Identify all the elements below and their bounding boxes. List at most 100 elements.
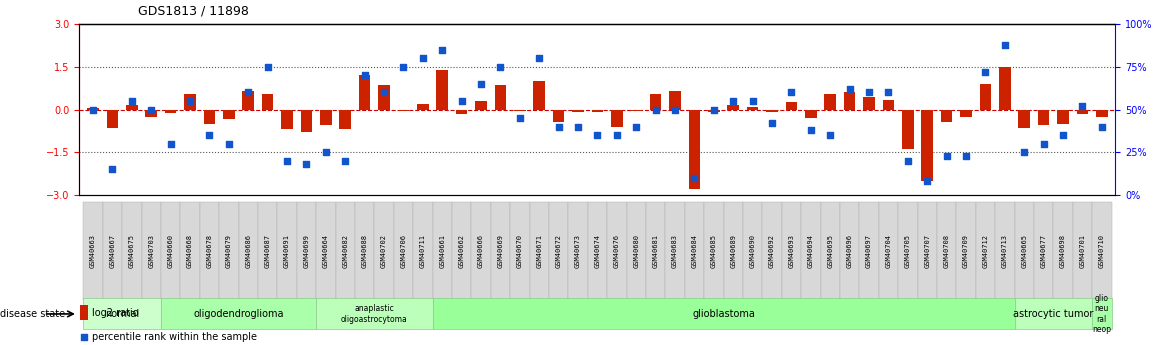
- Text: percentile rank within the sample: percentile rank within the sample: [91, 333, 257, 342]
- Text: oligodendroglioma: oligodendroglioma: [193, 309, 284, 319]
- Point: [141, 107, 160, 112]
- Bar: [397, 109, 409, 111]
- Bar: [669, 91, 681, 109]
- Bar: [340, 109, 352, 129]
- Point: [315, 191, 334, 197]
- FancyBboxPatch shape: [995, 202, 1015, 300]
- Point: [898, 158, 917, 164]
- Text: GSM40706: GSM40706: [401, 234, 406, 268]
- FancyBboxPatch shape: [297, 202, 317, 300]
- Text: GSM40673: GSM40673: [575, 234, 580, 268]
- Bar: [88, 108, 99, 109]
- Point: [1092, 124, 1111, 129]
- FancyBboxPatch shape: [549, 202, 569, 300]
- Text: disease state: disease state: [0, 309, 65, 319]
- Bar: [262, 94, 273, 109]
- Text: GSM40692: GSM40692: [769, 234, 776, 268]
- Text: GSM40710: GSM40710: [1099, 234, 1105, 268]
- Point: [239, 90, 258, 95]
- FancyBboxPatch shape: [937, 202, 957, 300]
- Text: glio
neu
ral
neop: glio neu ral neop: [1092, 294, 1112, 334]
- Text: GSM40695: GSM40695: [827, 234, 833, 268]
- FancyBboxPatch shape: [1092, 202, 1112, 300]
- Bar: [708, 109, 719, 112]
- FancyBboxPatch shape: [394, 202, 413, 300]
- Bar: [437, 70, 449, 109]
- Text: GSM40660: GSM40660: [168, 234, 174, 268]
- Bar: [223, 109, 235, 119]
- Bar: [126, 105, 138, 109]
- Point: [840, 86, 858, 92]
- Point: [880, 90, 898, 95]
- Text: GSM40669: GSM40669: [498, 234, 503, 268]
- Point: [1054, 132, 1072, 138]
- Bar: [843, 92, 855, 109]
- FancyBboxPatch shape: [1015, 298, 1092, 329]
- Bar: [417, 104, 429, 109]
- Point: [181, 98, 200, 104]
- Text: GSM40701: GSM40701: [1079, 234, 1085, 268]
- Text: astrocytic tumor: astrocytic tumor: [1013, 309, 1093, 319]
- FancyBboxPatch shape: [200, 202, 220, 300]
- Point: [821, 132, 840, 138]
- Bar: [863, 97, 875, 109]
- Text: GSM40707: GSM40707: [924, 234, 930, 268]
- FancyBboxPatch shape: [763, 202, 781, 300]
- FancyBboxPatch shape: [878, 202, 898, 300]
- Point: [413, 56, 432, 61]
- Text: GSM40702: GSM40702: [381, 234, 387, 268]
- Text: GSM40688: GSM40688: [362, 234, 368, 268]
- FancyBboxPatch shape: [646, 202, 666, 300]
- FancyBboxPatch shape: [529, 202, 549, 300]
- Point: [297, 161, 315, 167]
- Bar: [1096, 109, 1107, 117]
- Point: [510, 115, 529, 121]
- FancyBboxPatch shape: [723, 202, 743, 300]
- Point: [860, 90, 878, 95]
- Point: [336, 158, 355, 164]
- FancyBboxPatch shape: [161, 298, 317, 329]
- Text: GSM40661: GSM40661: [439, 234, 445, 268]
- Point: [491, 64, 509, 70]
- FancyBboxPatch shape: [840, 202, 860, 300]
- Point: [258, 64, 277, 70]
- Text: GSM40674: GSM40674: [595, 234, 600, 268]
- FancyBboxPatch shape: [626, 202, 646, 300]
- Text: GSM40681: GSM40681: [653, 234, 659, 268]
- Point: [937, 153, 955, 158]
- FancyBboxPatch shape: [569, 202, 588, 300]
- Bar: [1038, 109, 1050, 125]
- FancyBboxPatch shape: [607, 202, 626, 300]
- Text: normal: normal: [105, 309, 139, 319]
- FancyBboxPatch shape: [258, 202, 277, 300]
- Text: GSM40689: GSM40689: [730, 234, 736, 268]
- Text: GSM40664: GSM40664: [322, 234, 329, 268]
- Text: GSM40698: GSM40698: [1061, 234, 1066, 268]
- Text: GSM40668: GSM40668: [187, 234, 193, 268]
- Point: [743, 98, 762, 104]
- Bar: [611, 109, 623, 127]
- Bar: [980, 84, 992, 109]
- FancyBboxPatch shape: [957, 202, 975, 300]
- FancyBboxPatch shape: [355, 202, 374, 300]
- Bar: [999, 67, 1010, 109]
- Bar: [960, 109, 972, 117]
- Bar: [825, 94, 836, 109]
- Point: [763, 120, 781, 126]
- FancyBboxPatch shape: [860, 202, 878, 300]
- Text: anaplastic
oligoastrocytoma: anaplastic oligoastrocytoma: [341, 304, 408, 324]
- Text: GSM40680: GSM40680: [633, 234, 639, 268]
- Text: GSM40712: GSM40712: [982, 234, 988, 268]
- FancyBboxPatch shape: [588, 202, 607, 300]
- Point: [200, 132, 218, 138]
- FancyBboxPatch shape: [975, 202, 995, 300]
- Point: [220, 141, 238, 146]
- Bar: [552, 109, 564, 122]
- Point: [569, 124, 588, 129]
- Text: GSM40704: GSM40704: [885, 234, 891, 268]
- FancyBboxPatch shape: [180, 202, 200, 300]
- FancyBboxPatch shape: [821, 202, 840, 300]
- Text: GSM40696: GSM40696: [847, 234, 853, 268]
- Bar: [883, 100, 895, 109]
- Point: [1035, 141, 1054, 146]
